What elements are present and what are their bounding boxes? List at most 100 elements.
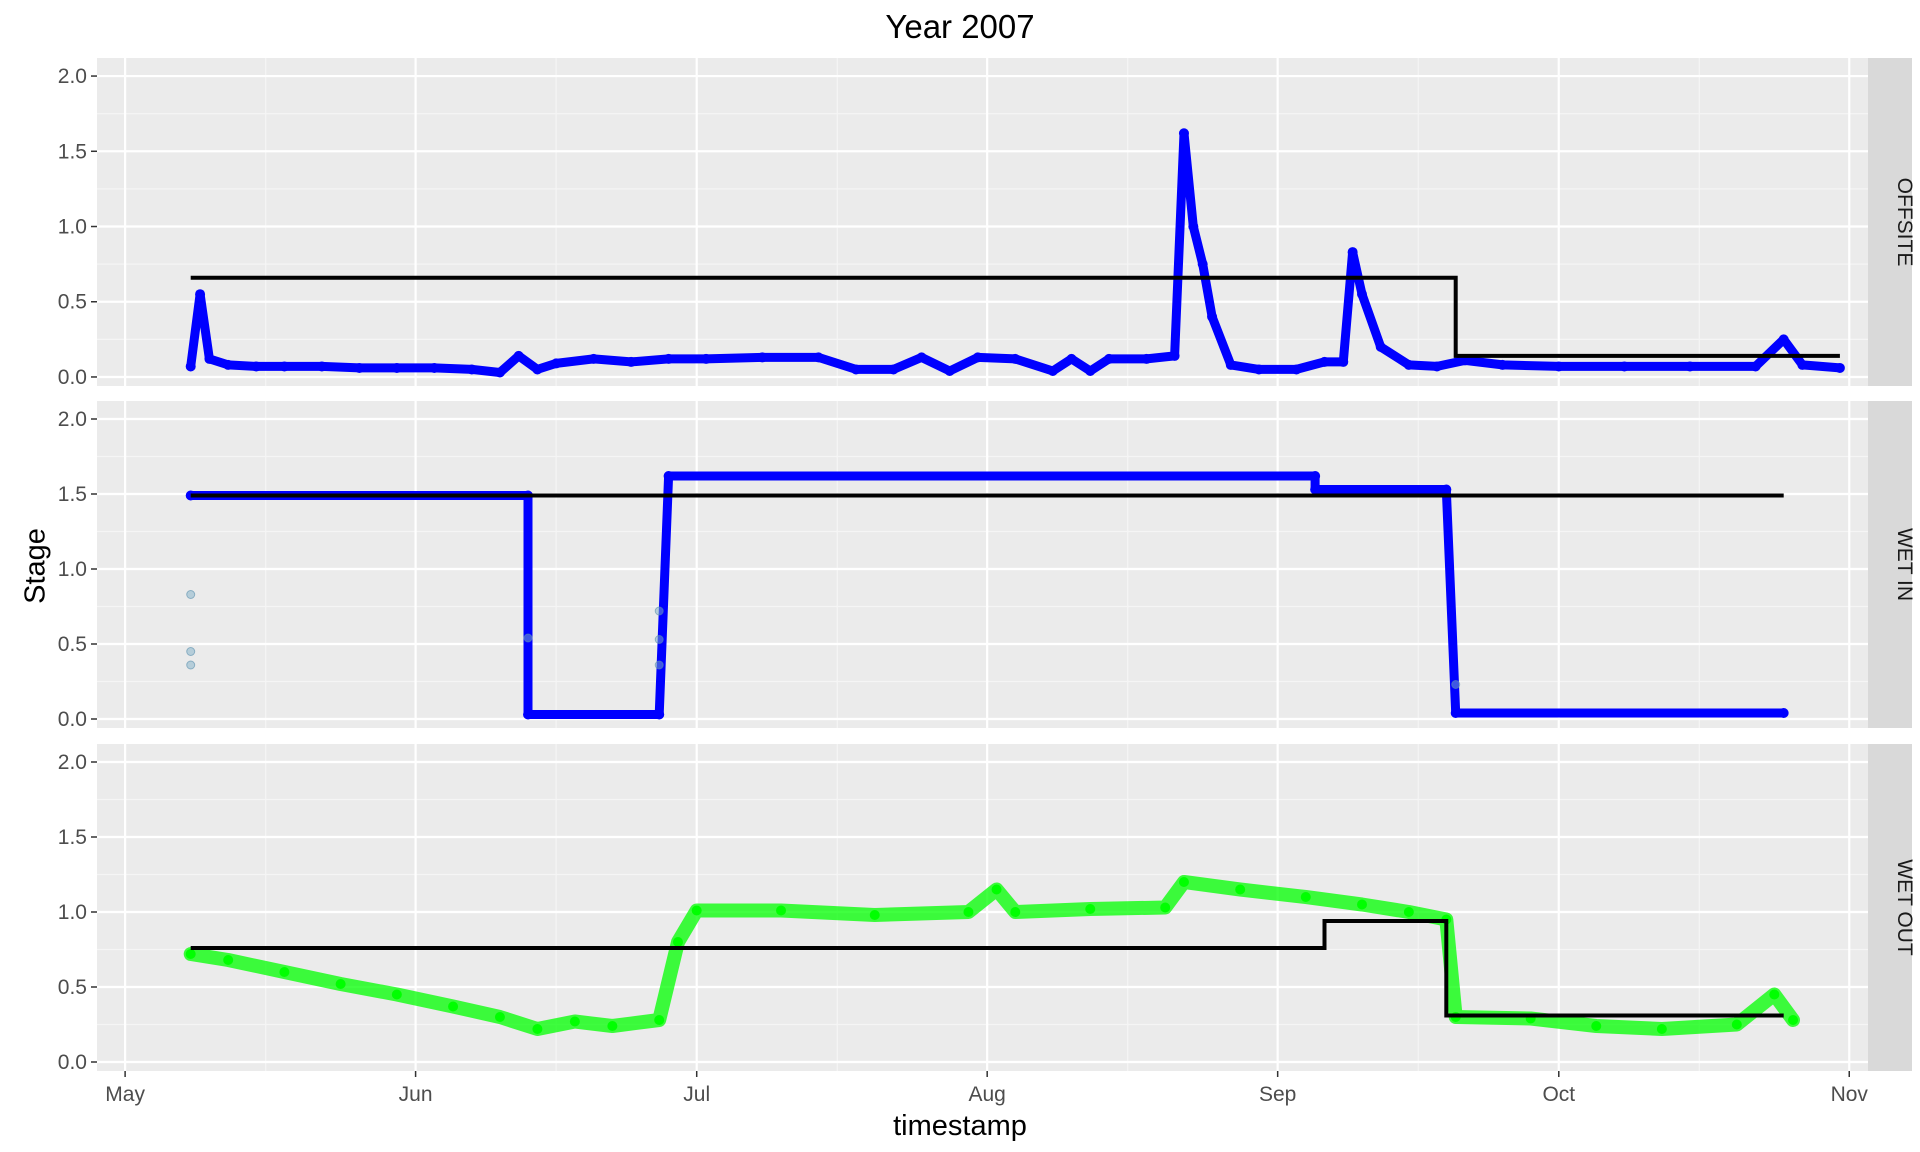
data-point: [991, 884, 1002, 895]
data-point: [1178, 877, 1189, 887]
data-point: [1750, 361, 1761, 372]
data-point: [391, 362, 402, 373]
data-point: [851, 364, 861, 375]
step-line: [190, 919, 1784, 1018]
data-point: [1656, 1024, 1667, 1034]
data-point: [1497, 359, 1508, 370]
facet-strip-label: OFFSITE: [1893, 178, 1916, 267]
data-point: [1235, 884, 1246, 895]
data-point: [354, 362, 365, 373]
data-point: [448, 1001, 459, 1012]
y-tick-label: 1.0: [58, 901, 87, 924]
data-point: [1178, 128, 1189, 139]
data-point: [1141, 353, 1152, 364]
facet-strip: [1868, 58, 1912, 386]
data-point: [1441, 484, 1452, 495]
data-point: [607, 1021, 618, 1031]
data-point: [944, 365, 955, 376]
data-point: [1619, 361, 1630, 372]
data-point: [223, 955, 234, 965]
y-tick-label: 2.0: [58, 751, 87, 774]
data-point: [626, 356, 637, 367]
x-tick-label: Jun: [399, 1083, 433, 1106]
y-tick-label: 1.5: [58, 826, 87, 849]
data-point: [869, 910, 880, 920]
data-point: [1450, 708, 1461, 718]
data-point: [494, 367, 505, 378]
data-point: [316, 361, 327, 372]
data-point: [223, 359, 234, 370]
data-point: [195, 289, 206, 300]
data-point: [1357, 899, 1367, 910]
y-tick-label: 1.5: [58, 483, 87, 506]
data-point: [1066, 353, 1077, 364]
data-point: [1338, 356, 1349, 367]
data-point: [1778, 708, 1789, 718]
data-point: [1169, 350, 1180, 361]
y-tick-label: 1.0: [58, 216, 87, 239]
x-tick-label: Jul: [683, 1083, 710, 1106]
panel-background: [97, 401, 1868, 728]
x-tick-label: May: [105, 1083, 145, 1106]
data-point: [429, 362, 440, 373]
x-axis-label: timestamp: [893, 1110, 1027, 1142]
data-point: [532, 364, 543, 375]
data-point: [916, 352, 927, 363]
data-point: [185, 361, 196, 372]
data-point: [701, 353, 712, 364]
data-point: [888, 364, 899, 375]
outlier-point: [654, 660, 664, 670]
data-point: [466, 364, 477, 375]
data-point: [1160, 902, 1171, 913]
y-tick-label: 0.5: [58, 633, 87, 656]
data-point: [654, 709, 665, 720]
x-tick-label: Sep: [1259, 1083, 1296, 1106]
y-tick-label: 0.0: [58, 1051, 87, 1074]
y-tick-label: 0.0: [58, 366, 87, 389]
data-point: [532, 1024, 543, 1034]
data-point: [1431, 361, 1442, 372]
data-point: [1291, 364, 1302, 375]
data-point: [1834, 362, 1845, 373]
data-point: [1684, 361, 1695, 372]
data-point: [1375, 341, 1386, 352]
data-point: [1253, 364, 1264, 375]
data-point: [663, 353, 674, 364]
data-point: [1347, 247, 1358, 258]
data-point: [494, 1012, 505, 1022]
outlier-point: [186, 647, 196, 656]
data-point: [672, 937, 683, 947]
x-tick-label: Aug: [968, 1083, 1005, 1106]
data-point: [1085, 365, 1096, 376]
data-point: [588, 353, 599, 364]
data-point: [654, 1015, 665, 1025]
y-axis-label: Stage: [19, 528, 52, 604]
data-point: [1769, 989, 1780, 1000]
data-point: [204, 353, 215, 364]
y-tick-label: 0.5: [58, 976, 87, 999]
data-point: [1797, 359, 1808, 370]
chart-title: Year 2007: [885, 8, 1035, 45]
data-point: [513, 350, 524, 361]
outlier-point: [654, 635, 664, 644]
data-point: [1403, 359, 1414, 370]
data-point: [757, 352, 768, 363]
x-tick-label: Oct: [1542, 1083, 1575, 1106]
y-tick-label: 0.0: [58, 708, 87, 731]
data-point: [1310, 484, 1321, 495]
y-tick-label: 0.5: [58, 291, 87, 314]
step-line: [190, 275, 1840, 358]
data-point: [1104, 353, 1114, 364]
outlier-point: [186, 660, 196, 670]
data-point: [663, 471, 674, 481]
x-tick-label: Nov: [1831, 1083, 1869, 1106]
data-point: [1778, 334, 1789, 345]
facet-strip: [1868, 401, 1912, 728]
data-point: [279, 967, 290, 977]
data-point: [1047, 365, 1058, 376]
facet-strip-label: WET OUT: [1893, 859, 1916, 956]
y-tick-label: 1.0: [58, 558, 87, 581]
data-point: [1591, 1021, 1602, 1031]
data-point: [1225, 359, 1236, 370]
data-point: [391, 989, 402, 1000]
